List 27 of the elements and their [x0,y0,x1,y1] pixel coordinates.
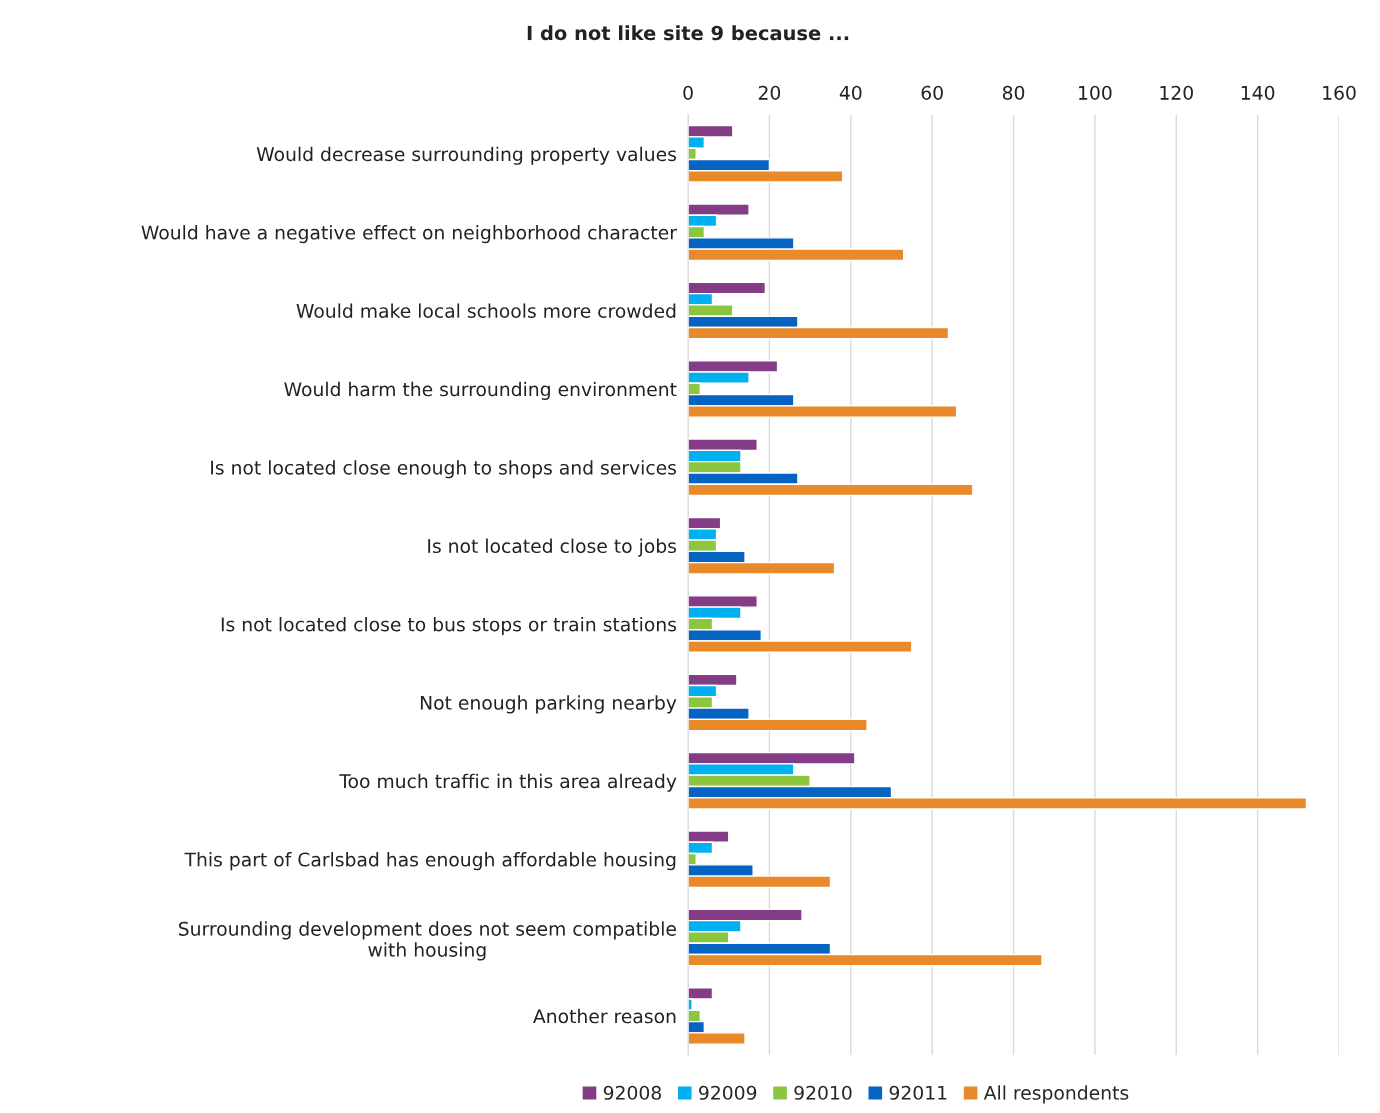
y-tick-label: Would make local schools more crowded [296,303,676,318]
legend-label: 92011 [889,1085,947,1100]
x-tick-label: 40 [839,85,862,100]
x-tick-label: 80 [1002,85,1025,100]
y-tick-label: This part of Carlsbad has enough affordable housing [184,852,676,871]
legend-label: 92008 [603,1085,661,1100]
y-tick-label: Would have a negative effect on neighborhood character [141,225,677,244]
y-tick-label: Too much traffic in this area already [339,773,677,792]
y-tick-label: Is not located close to jobs [428,538,677,557]
x-tick-label: 120 [1160,85,1193,100]
y-tick-label: Not enough parking nearby [420,695,677,714]
legend-label: All respondents [983,1085,1129,1104]
chart-title: I do not like site 9 because ... [527,25,849,41]
x-tick-label: 100 [1079,85,1112,100]
x-tick-label: 60 [921,85,943,100]
y-tick-label: Would decrease surrounding property values [256,146,677,165]
y-tick-label: Would harm the surrounding environment [284,381,677,400]
x-tick-label: 160 [1323,85,1356,100]
legend-label: 92010 [794,1085,852,1100]
y-tick-label: Is not located close to bus stops or train stations [221,616,677,636]
x-tick-label: 20 [758,85,781,100]
y-tick-label: Is not located close enough to shops and services [211,460,677,479]
y-tick-label: Another reason [533,1008,676,1024]
y-tick-label: Surrounding development does not seem compatible with housing [178,921,676,961]
x-tick-label: 140 [1241,85,1275,100]
legend-label: 92009 [699,1085,757,1100]
x-tick-label: 0 [683,85,693,100]
